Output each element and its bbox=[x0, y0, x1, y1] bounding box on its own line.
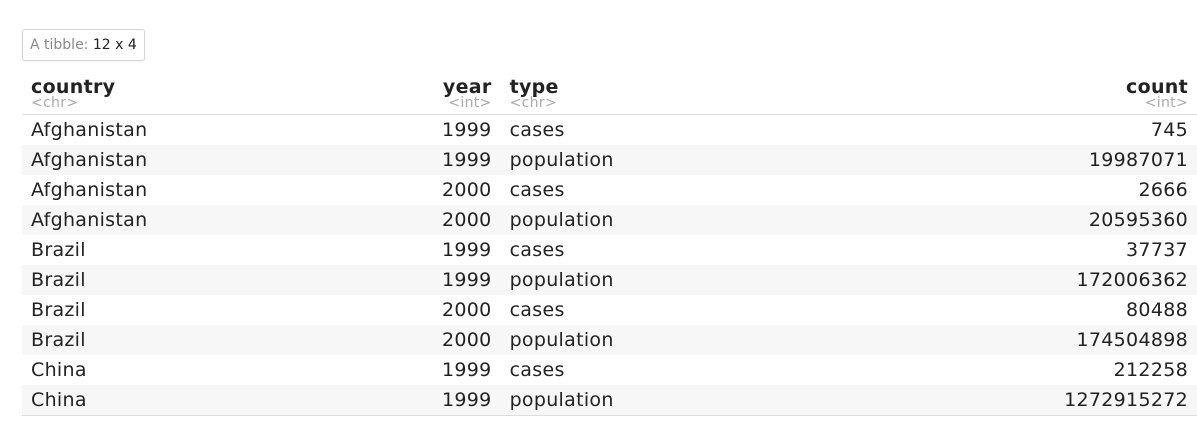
column-header-count: count <int> bbox=[622, 76, 1197, 115]
cell-type: cases bbox=[509, 359, 565, 381]
column-type: <int> bbox=[448, 95, 492, 111]
cell-count: 37737 bbox=[1126, 239, 1188, 261]
cell-year: 2000 bbox=[442, 299, 492, 321]
column-name: country bbox=[31, 76, 116, 98]
table-row: Afghanistan 1999 population 19987071 bbox=[22, 145, 1197, 175]
caption-prefix: A tibble: bbox=[30, 37, 89, 53]
cell-type: cases bbox=[509, 119, 565, 141]
cell-country: Afghanistan bbox=[22, 145, 433, 175]
cell-count: 19987071 bbox=[622, 145, 1197, 175]
tibble-caption: A tibble: 12 x 4 bbox=[22, 29, 145, 61]
cell-type: population bbox=[500, 325, 623, 355]
cell-count: 745 bbox=[1150, 119, 1188, 141]
table-row: China 1999 population 1272915272 bbox=[22, 385, 1197, 416]
table-row: Brazil 2000 cases 80488 bbox=[22, 295, 1197, 325]
cell-country: Brazil bbox=[22, 325, 433, 355]
cell-year: 1999 bbox=[433, 265, 501, 295]
column-header-year: year <int> bbox=[433, 78, 501, 115]
cell-year: 1999 bbox=[442, 359, 492, 381]
cell-type: cases bbox=[509, 239, 565, 261]
caption-dims: 12 x 4 bbox=[92, 37, 137, 53]
cell-type: cases bbox=[509, 299, 565, 321]
cell-type: population bbox=[500, 385, 623, 416]
column-type: <int> bbox=[1144, 95, 1188, 111]
table-header: country <chr> year <int> type <chr> coun… bbox=[22, 78, 1197, 115]
column-name: count bbox=[1126, 76, 1188, 98]
column-header-type: type <chr> bbox=[500, 76, 623, 115]
cell-type: population bbox=[500, 205, 623, 235]
cell-country: Afghanistan bbox=[31, 119, 148, 141]
table-row: Brazil 2000 population 174504898 bbox=[22, 325, 1197, 355]
cell-country: Brazil bbox=[31, 299, 86, 321]
cell-type: population bbox=[500, 265, 623, 295]
cell-year: 1999 bbox=[442, 119, 492, 141]
header-row: country <chr> year <int> type <chr> coun… bbox=[22, 78, 1197, 115]
cell-country: Afghanistan bbox=[22, 205, 433, 235]
table-row: Brazil 1999 cases 37737 bbox=[22, 235, 1197, 265]
table-row: Afghanistan 1999 cases 745 bbox=[22, 115, 1197, 146]
cell-year: 2000 bbox=[433, 205, 501, 235]
cell-country: Brazil bbox=[31, 239, 86, 261]
cell-country: China bbox=[31, 359, 87, 381]
cell-country: Brazil bbox=[22, 265, 433, 295]
cell-country: Afghanistan bbox=[31, 179, 148, 201]
table-row: Afghanistan 2000 cases 2666 bbox=[22, 175, 1197, 205]
table-row: China 1999 cases 212258 bbox=[22, 355, 1197, 385]
column-header-country: country <chr> bbox=[22, 78, 433, 115]
cell-year: 1999 bbox=[433, 385, 501, 416]
cell-count: 80488 bbox=[1126, 299, 1188, 321]
cell-year: 1999 bbox=[433, 145, 501, 175]
cell-country: China bbox=[22, 385, 433, 416]
column-name: type bbox=[509, 76, 559, 98]
table-row: Afghanistan 2000 population 20595360 bbox=[22, 205, 1197, 235]
cell-year: 2000 bbox=[433, 325, 501, 355]
cell-count: 174504898 bbox=[622, 325, 1197, 355]
table-body: Afghanistan 1999 cases 745 Afghanistan 1999 po… bbox=[22, 115, 1197, 416]
column-type: <chr> bbox=[31, 95, 79, 111]
cell-type: cases bbox=[509, 179, 565, 201]
cell-count: 2666 bbox=[1138, 179, 1188, 201]
table-row: Brazil 1999 population 172006362 bbox=[22, 265, 1197, 295]
tibble-output: A tibble: 12 x 4 country <chr> year <int… bbox=[22, 29, 1197, 416]
cell-count: 172006362 bbox=[622, 265, 1197, 295]
cell-year: 1999 bbox=[442, 239, 492, 261]
cell-type: population bbox=[500, 145, 623, 175]
column-name: year bbox=[442, 76, 492, 98]
cell-count: 20595360 bbox=[622, 205, 1197, 235]
column-type: <chr> bbox=[509, 95, 557, 111]
data-table: country <chr> year <int> type <chr> coun… bbox=[22, 78, 1197, 416]
cell-count: 212258 bbox=[1113, 359, 1188, 381]
cell-year: 2000 bbox=[442, 179, 492, 201]
cell-count: 1272915272 bbox=[622, 385, 1197, 416]
